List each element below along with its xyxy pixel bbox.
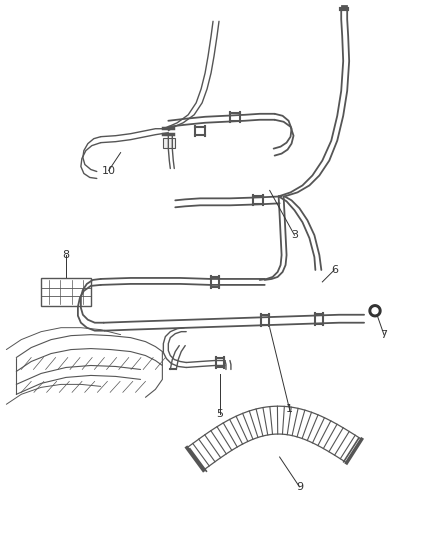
Text: 1: 1 (286, 404, 293, 414)
Text: 3: 3 (291, 230, 298, 240)
Text: 7: 7 (380, 329, 388, 340)
Polygon shape (372, 308, 378, 314)
Text: 6: 6 (331, 265, 338, 275)
Text: 10: 10 (102, 166, 116, 175)
Bar (163, 138, 175, 148)
FancyBboxPatch shape (41, 278, 91, 306)
Text: 9: 9 (296, 482, 303, 492)
Text: 8: 8 (62, 250, 70, 260)
Text: 5: 5 (216, 409, 223, 419)
Polygon shape (369, 305, 381, 317)
